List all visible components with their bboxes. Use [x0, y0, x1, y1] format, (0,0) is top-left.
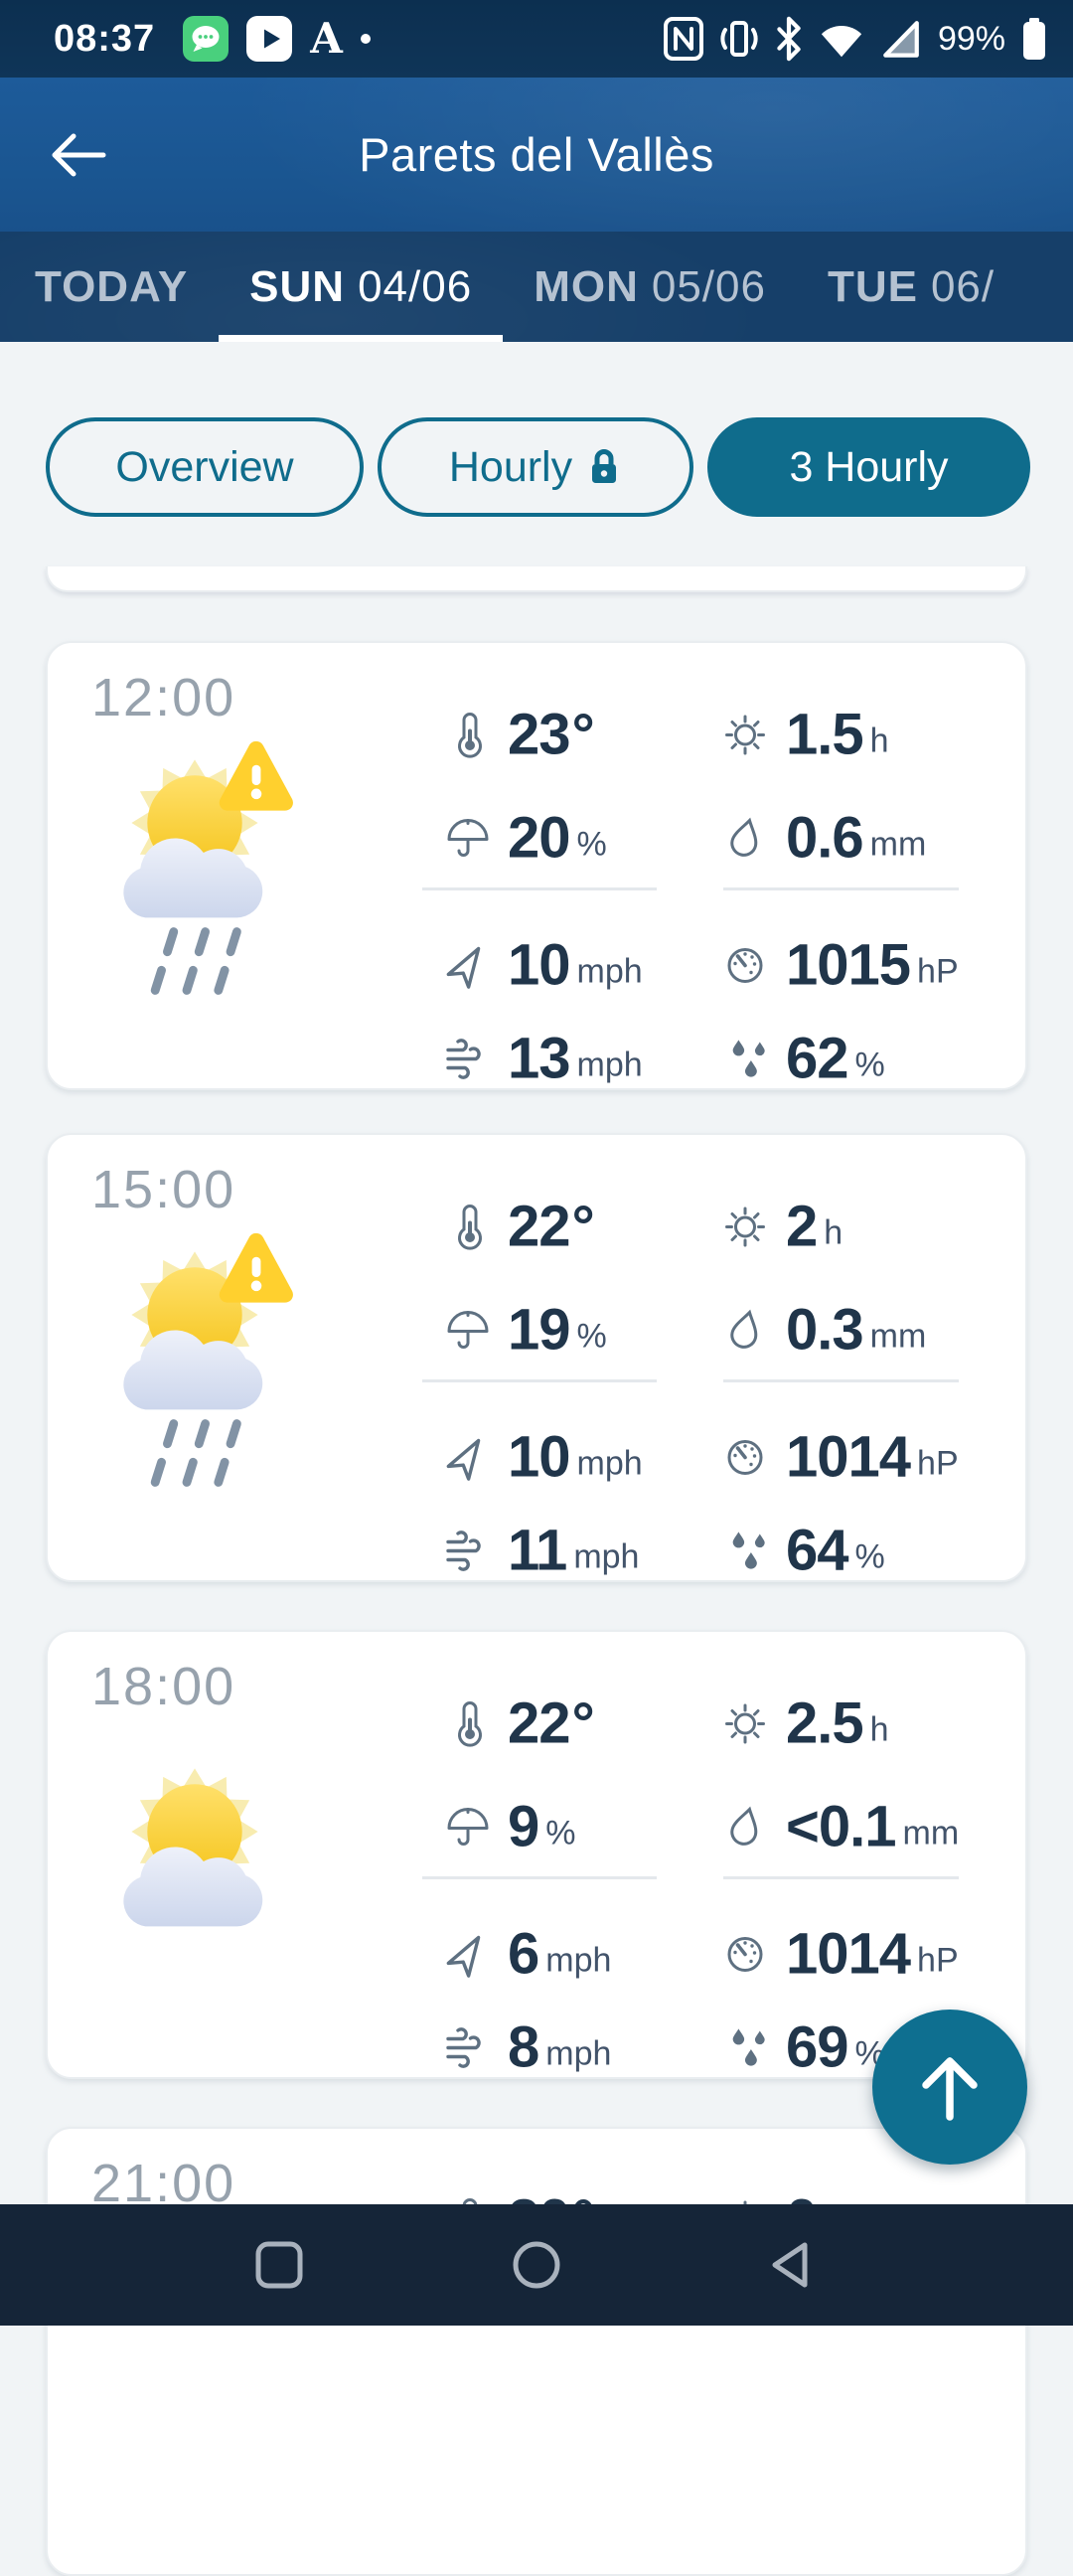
tab-tue-06-06[interactable]: TUE 06/: [827, 261, 996, 311]
humidity-icon: [720, 1035, 770, 1082]
video-app-icon: [246, 16, 293, 62]
tab-sun-04-06[interactable]: SUN 04/06: [219, 232, 504, 342]
humidity-metric: 64%: [720, 1518, 885, 1584]
divider: [422, 1876, 657, 1879]
humidity-icon: [720, 2023, 770, 2071]
nfc-icon: [663, 17, 703, 61]
chip-3-hourly[interactable]: 3 Hourly: [707, 417, 1030, 517]
wind-speed-metric: 6 mph: [442, 1921, 611, 1988]
divider: [723, 1379, 959, 1382]
wind-speed-metric: 10 mph: [442, 932, 643, 999]
previous-card-edge: [46, 566, 1027, 592]
divider: [422, 887, 657, 890]
wind-speed-metric: 10 mph: [442, 1424, 643, 1491]
rainfall-metric: 0.6 mm: [720, 805, 926, 872]
back-button-nav[interactable]: [769, 2240, 819, 2290]
sunshine-icon: [720, 1203, 770, 1250]
status-bar: 08:37 A 99%: [0, 0, 1073, 78]
precipitation-metric: 20%: [442, 805, 607, 872]
humidity-metric: 62%: [720, 1026, 885, 1092]
sunshine-metric: 2.5 h: [720, 1690, 889, 1757]
wind-gust-icon: [442, 2023, 492, 2071]
thermometer-icon: [442, 1699, 492, 1747]
wind-gust-icon: [442, 1035, 492, 1082]
forecast-card-21-00: 21:00 20° 0min: [46, 2127, 1027, 2576]
pressure-gauge-icon: [720, 1930, 770, 1978]
arrow-up-icon: [922, 2057, 978, 2121]
pressure-metric: 1014 hP: [720, 1921, 959, 1988]
raindrop-icon: [720, 1803, 770, 1851]
app-header: Parets del Vallès: [0, 78, 1073, 232]
card-time: 21:00: [91, 2154, 236, 2213]
cell-signal-icon: [883, 21, 919, 58]
divider: [422, 1379, 657, 1382]
back-button[interactable]: [46, 122, 111, 188]
sun-cloud-rain-warning-icon: [123, 726, 300, 1025]
card-time: 12:00: [91, 668, 236, 727]
pressure-metric: 1014 hP: [720, 1424, 959, 1491]
raindrop-icon: [720, 1306, 770, 1354]
arrow-left-icon: [52, 133, 106, 176]
wifi-icon: [821, 25, 862, 58]
view-chips: Overview Hourly 3 Hourly: [46, 417, 1030, 517]
forecast-card-12-00: 12:00 23 ° 1.5 h 20% 0.6 mm 10 mph 1015 hP 13…: [46, 641, 1027, 1092]
wind-gust-metric: 13 mph: [442, 1026, 643, 1092]
wind-direction-icon: [442, 1433, 492, 1481]
sun-behind-cloud-icon: [123, 1768, 263, 1927]
battery-icon: [1023, 18, 1045, 60]
thermometer-icon: [442, 1203, 492, 1250]
pressure-gauge-icon: [720, 941, 770, 989]
day-tab-bar: TODAY SUN 04/06 MON 05/06 TUE 06/: [0, 232, 1073, 342]
wind-gust-metric: 11 mph: [442, 1518, 639, 1584]
recent-apps-button[interactable]: [254, 2240, 304, 2290]
umbrella-icon: [442, 814, 492, 862]
sunshine-metric: 1.5 h: [720, 702, 889, 768]
wind-gust-icon: [442, 1527, 492, 1574]
lock-icon: [592, 449, 617, 483]
android-nav-bar: [0, 2204, 1073, 2326]
humidity-metric: 69%: [720, 2014, 885, 2081]
precipitation-metric: 19%: [442, 1297, 607, 1364]
forecast-card-18-00: 18:00 22 ° 2.5 h 9% <0.1 mm 6 mph 1014 hP 8 mp…: [46, 1630, 1027, 2081]
letter-a-app-icon: A: [310, 14, 343, 63]
rainfall-metric: 0.3 mm: [720, 1297, 926, 1364]
bluetooth-icon: [777, 16, 801, 62]
vibrate-icon: [720, 21, 758, 57]
raindrop-icon: [720, 814, 770, 862]
sun-cloud-rain-warning-icon: [123, 1218, 300, 1517]
temperature-metric: 22 °: [442, 1690, 595, 1757]
page-title: Parets del Vallès: [359, 128, 714, 181]
divider: [723, 887, 959, 890]
wind-direction-icon: [442, 941, 492, 989]
wind-gust-metric: 8 mph: [442, 2014, 611, 2081]
humidity-icon: [720, 1527, 770, 1574]
thermometer-icon: [442, 711, 492, 758]
home-button[interactable]: [512, 2240, 561, 2290]
divider: [723, 1876, 959, 1879]
battery-percent: 99%: [937, 19, 1005, 58]
status-clock: 08:37: [54, 17, 156, 60]
chip-overview[interactable]: Overview: [46, 417, 364, 517]
scroll-to-top-button[interactable]: [872, 2010, 1027, 2165]
pressure-gauge-icon: [720, 1433, 770, 1481]
card-time: 15:00: [91, 1160, 236, 1219]
rainfall-metric: <0.1 mm: [720, 1794, 959, 1860]
umbrella-icon: [442, 1306, 492, 1354]
notification-dot: [360, 34, 371, 44]
sunshine-icon: [720, 711, 770, 758]
chip-hourly[interactable]: Hourly: [378, 417, 693, 517]
pressure-metric: 1015 hP: [720, 932, 959, 999]
temperature-metric: 23 °: [442, 702, 595, 768]
umbrella-icon: [442, 1803, 492, 1851]
temperature-metric: 22 °: [442, 1194, 595, 1260]
tab-mon-05-06[interactable]: MON 05/06: [534, 261, 766, 311]
precipitation-metric: 9%: [442, 1794, 576, 1860]
messages-app-icon: [183, 16, 230, 62]
tab-today[interactable]: TODAY: [35, 261, 189, 311]
wind-direction-icon: [442, 1930, 492, 1978]
card-time: 18:00: [91, 1657, 236, 1716]
sunshine-icon: [720, 1699, 770, 1747]
